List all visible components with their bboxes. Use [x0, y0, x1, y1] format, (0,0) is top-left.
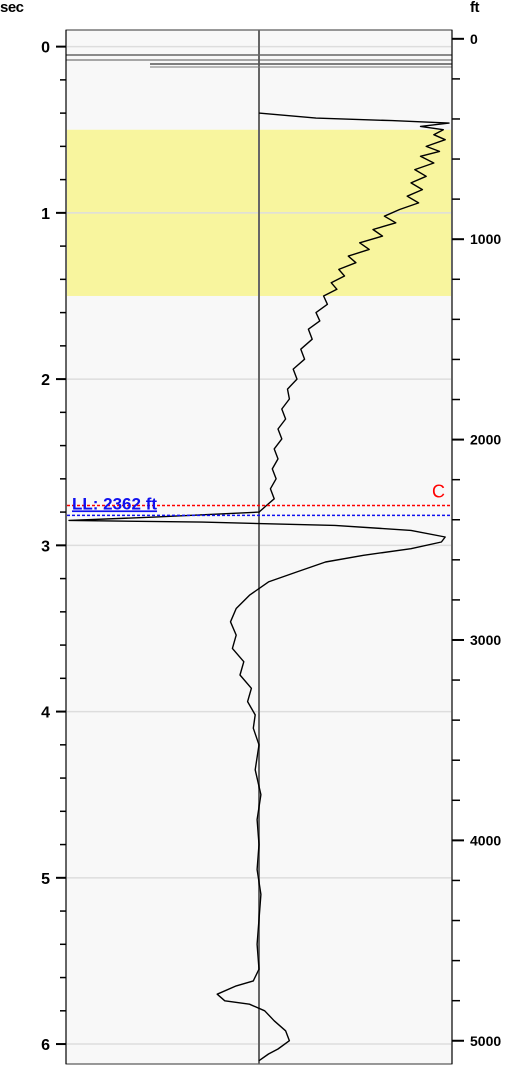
right-tick-label: 3000: [470, 632, 501, 648]
marker-label-ll: LL: 2362 ft: [72, 494, 157, 513]
left-tick-label: 5: [41, 871, 50, 888]
left-tick-label: 4: [41, 705, 50, 722]
left-tick-label: 0: [41, 40, 50, 57]
marker-label-c: C: [432, 481, 445, 501]
right-tick-label: 4000: [470, 832, 501, 848]
right-axis: 0 1000 2000 3000 4000 5000: [451, 30, 501, 1064]
left-tick-label: 6: [41, 1037, 50, 1054]
marker-layer: C LL: 2362 ft: [67, 481, 451, 517]
right-axis-unit-label: ft: [470, 0, 480, 16]
left-tick-label: 3: [41, 538, 50, 555]
left-tick-label: 1: [41, 206, 50, 223]
left-axis: 0 1 2 3 4 5 6: [41, 30, 67, 1064]
top-texture-layer: [66, 54, 452, 68]
right-tick-label: 5000: [470, 1033, 501, 1049]
left-axis-unit-label: sec: [0, 0, 24, 16]
data-series-line: [68, 112, 450, 1062]
series-layer: [68, 112, 450, 1062]
left-tick-label: 2: [41, 372, 50, 389]
right-tick-label: 1000: [470, 231, 501, 247]
right-tick-label: 0: [470, 31, 478, 47]
right-tick-label: 2000: [470, 432, 501, 448]
